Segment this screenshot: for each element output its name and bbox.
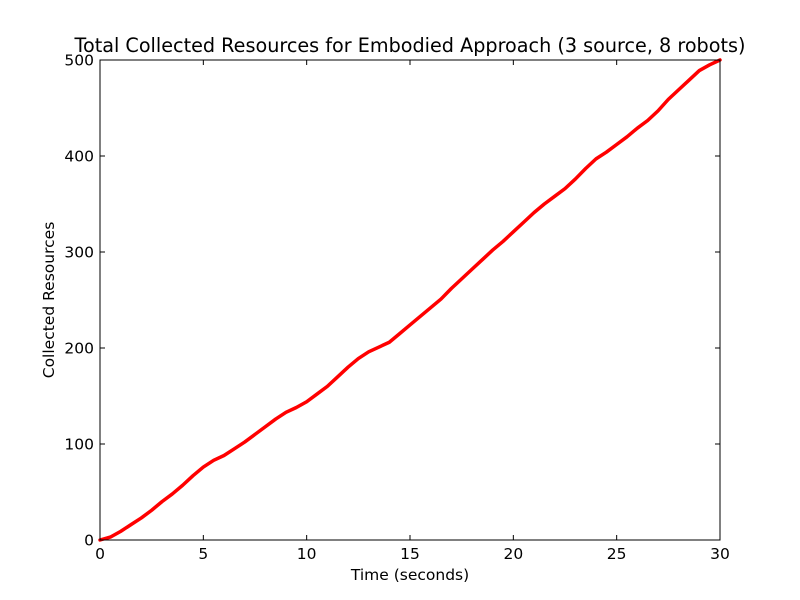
y-tick-label: 300 — [64, 244, 94, 262]
series-line — [98, 58, 722, 542]
y-tick-label: 0 — [84, 532, 94, 550]
y-tick-label: 100 — [64, 436, 94, 454]
x-tick-label: 25 — [607, 545, 627, 563]
series-group — [98, 58, 722, 542]
x-tick-label: 15 — [400, 545, 420, 563]
plot-area — [100, 60, 720, 540]
x-tick-label: 5 — [198, 545, 208, 563]
chart-title: Total Collected Resources for Embodied A… — [74, 34, 746, 57]
y-tick-label: 200 — [64, 340, 94, 358]
y-tick-label: 400 — [64, 148, 94, 166]
x-tick-label: 0 — [95, 545, 105, 563]
x-tick-label: 10 — [297, 545, 317, 563]
x-tick-label: 20 — [503, 545, 523, 563]
y-axis-label: Collected Resources — [40, 222, 58, 379]
plot-frame — [99, 59, 721, 541]
x-axis-label: Time (seconds) — [350, 566, 469, 584]
y-tick-label: 500 — [64, 52, 94, 70]
x-tick-label: 30 — [710, 545, 730, 563]
